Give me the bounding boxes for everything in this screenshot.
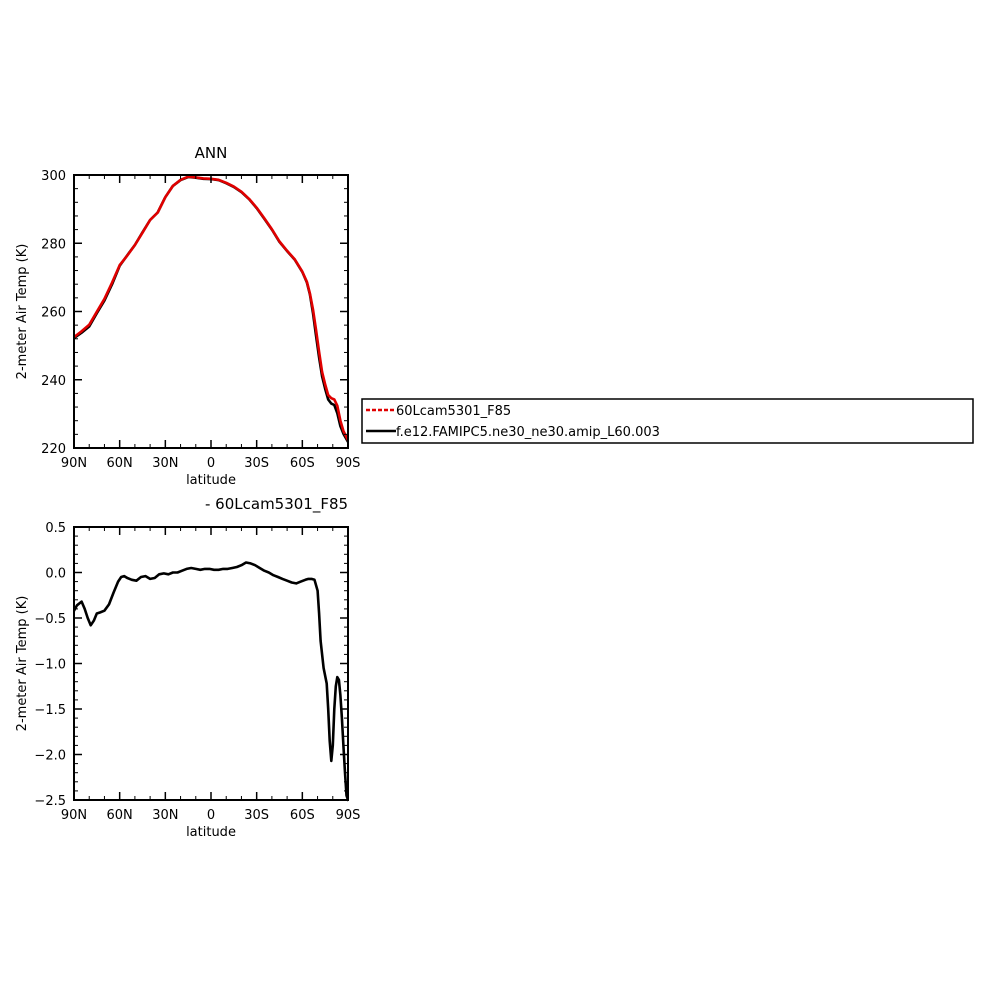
y-tick-label: −1.5	[34, 703, 66, 718]
x-tick-label: 30S	[244, 456, 269, 471]
chart-title: - 60Lcam5301_F85	[205, 495, 348, 514]
legend-entry-label: f.e12.FAMIPC5.ne30_ne30.amip_L60.003	[396, 425, 660, 440]
legend-entry-label: 60Lcam5301_F85	[396, 404, 511, 419]
x-axis-label: latitude	[186, 825, 236, 840]
y-tick-label: 220	[41, 442, 66, 457]
y-tick-label: 240	[41, 374, 66, 389]
x-tick-label: 60S	[290, 808, 315, 823]
y-tick-label: −2.5	[34, 794, 66, 809]
y-tick-label: 280	[41, 237, 66, 252]
x-tick-label: 60N	[107, 456, 133, 471]
y-tick-label: 300	[41, 169, 66, 184]
y-tick-label: 0.0	[45, 567, 66, 582]
legend-box	[361, 398, 974, 444]
top-panel-annual-temperature: 90N 60N 30N 0 30S 60S 90S 300 280 260 240 220 ANN lat…	[15, 144, 360, 488]
x-tick-label: 60N	[107, 808, 133, 823]
y-tick-label: −0.5	[34, 612, 66, 627]
x-tick-label: 90N	[61, 456, 87, 471]
x-tick-label: 60S	[290, 456, 315, 471]
x-tick-label: 30S	[244, 808, 269, 823]
x-tick-label: 0	[207, 456, 215, 471]
y-tick-label: 260	[41, 306, 66, 321]
legend: 60Lcam5301_F85 f.e12.FAMIPC5.ne30_ne30.am…	[361, 398, 974, 444]
series-line-difference	[74, 561, 348, 802]
series-line-f-e12-famipc5-ne30-ne30-amip-l60-003	[74, 175, 348, 444]
x-tick-label: 30N	[152, 456, 178, 471]
y-axis-label: 2-meter Air Temp (K)	[15, 244, 30, 380]
x-tick-label: 90S	[336, 808, 361, 823]
x-tick-label: 90N	[61, 808, 87, 823]
series-line-60lcam5301-f85	[74, 175, 348, 442]
x-tick-label: 30N	[152, 808, 178, 823]
y-axis-label: 2-meter Air Temp (K)	[15, 596, 30, 732]
x-tick-label: 0	[207, 808, 215, 823]
y-tick-label: −1.0	[34, 658, 66, 673]
x-axis-label: latitude	[186, 473, 236, 488]
y-tick-label: 0.5	[45, 521, 66, 536]
chart-title: ANN	[195, 144, 228, 162]
x-tick-label: 90S	[336, 456, 361, 471]
y-tick-label: −2.0	[34, 749, 66, 764]
plot-frame	[73, 174, 349, 449]
bottom-panel-temperature-difference: 90N 60N 30N 0 30S 60S 90S 0.5 0.0 −0.5 −1.0 −1.5 −2.…	[15, 495, 360, 840]
